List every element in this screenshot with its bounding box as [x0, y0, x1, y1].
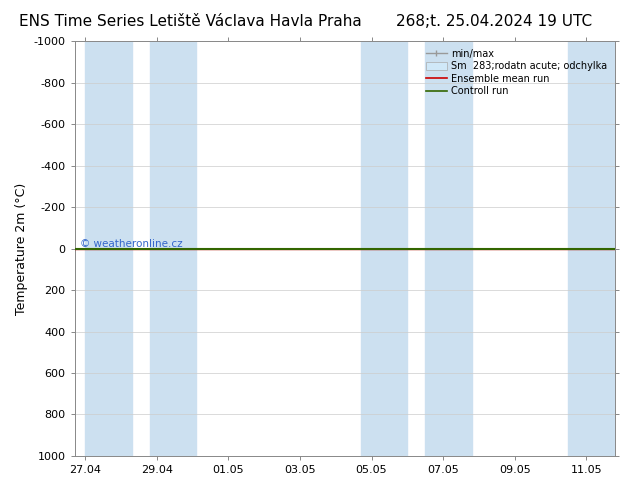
Bar: [361, 41, 407, 456]
Bar: [150, 41, 197, 456]
Text: ENS Time Series Letiště Václava Havla Praha: ENS Time Series Letiště Václava Havla Pr…: [19, 14, 361, 29]
Y-axis label: Temperature 2m (°C): Temperature 2m (°C): [15, 182, 28, 315]
Legend: min/max, Sm  283;rodatn acute; odchylka, Ensemble mean run, Controll run: min/max, Sm 283;rodatn acute; odchylka, …: [423, 46, 610, 99]
Bar: [568, 41, 615, 456]
Bar: [86, 41, 132, 456]
Text: © weatheronline.cz: © weatheronline.cz: [80, 239, 183, 248]
Bar: [425, 41, 472, 456]
Text: 268;t. 25.04.2024 19 UTC: 268;t. 25.04.2024 19 UTC: [396, 14, 593, 29]
